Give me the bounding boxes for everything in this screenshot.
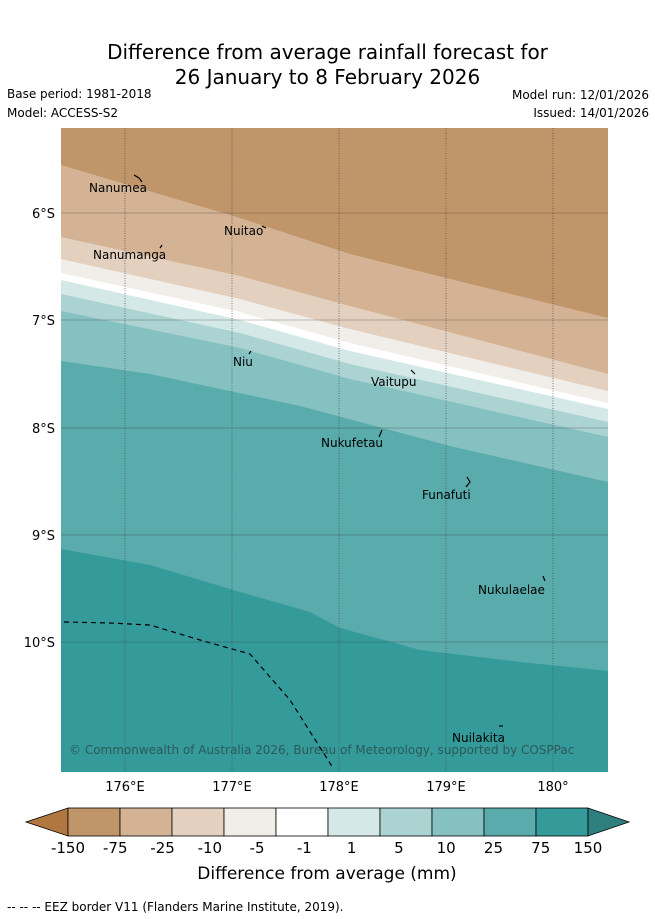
- colorbar-tick-labels: -150 -75 -25 -10 -5 -1 1 5 10 25 75 150: [51, 839, 602, 857]
- model-name: Model: ACCESS-S2: [7, 106, 119, 120]
- label-nuilakita: Nuilakita: [452, 731, 505, 745]
- colorbar-swatch: [379, 807, 433, 837]
- colorbar-tick-label: -5: [250, 839, 265, 857]
- colorbar-tick-label: -150: [51, 839, 85, 857]
- issued-date: Issued: 14/01/2026: [533, 106, 649, 120]
- island-nanumanga: [159, 244, 163, 249]
- label-nukulaelae: Nukulaelae: [478, 583, 545, 597]
- colorbar-swatch: [431, 807, 485, 837]
- lon-label-176: 176°E: [105, 780, 145, 795]
- island-nukulaelae: [542, 575, 546, 582]
- label-nanumanga: Nanumanga: [93, 248, 166, 262]
- eez-legend: -- -- -- EEZ border V11 (Flanders Marine…: [7, 900, 344, 914]
- island-nukufetau: [378, 429, 383, 438]
- colorbar-tick-label: 25: [484, 839, 503, 857]
- colorbar-tick-label: -25: [150, 839, 175, 857]
- colorbar-tick-label: 1: [347, 839, 357, 857]
- parallels: [61, 212, 608, 643]
- colorbar-swatch: [275, 807, 329, 837]
- lat-label-6s: 6°S: [32, 207, 55, 222]
- label-nuitao: Nuitao: [224, 224, 263, 238]
- rainfall-map: Nanumea Nuitao Nanumanga Niu Vaitupu Nuk…: [24, 128, 608, 795]
- island-nuitao: [261, 225, 267, 229]
- island-niu: [248, 350, 252, 355]
- colorbar-extend-low: [24, 807, 69, 837]
- map-title: Difference from average rainfall forecas…: [0, 40, 655, 90]
- copyright-notice: © Commonwealth of Australia 2026, Bureau…: [69, 743, 574, 757]
- colorbar-swatch: [327, 807, 381, 837]
- lon-label-177: 177°E: [212, 780, 252, 795]
- island-funafuti: [465, 476, 471, 488]
- lat-label-8s: 8°S: [32, 422, 55, 437]
- label-niu: Niu: [233, 355, 253, 369]
- rainfall-bands: [61, 128, 608, 772]
- colorbar-swatches: [24, 807, 631, 837]
- model-run: Model run: 12/01/2026: [511, 88, 649, 102]
- label-nukufetau: Nukufetau: [321, 436, 383, 450]
- lat-label-7s: 7°S: [32, 314, 55, 329]
- colorbar-swatch: [535, 807, 589, 837]
- lat-label-9s: 9°S: [32, 529, 55, 544]
- colorbar-tick-label: 150: [574, 839, 603, 857]
- lon-label-178: 178°E: [319, 780, 359, 795]
- colorbar-tick-label: -1: [297, 839, 312, 857]
- colorbar-tick-label: 10: [437, 839, 456, 857]
- colorbar-tick-label: 75: [531, 839, 550, 857]
- island-outlines: [133, 174, 546, 727]
- colorbar-swatch: [483, 807, 537, 837]
- colorbar-swatch: [223, 807, 277, 837]
- lat-label-10s: 10°S: [24, 636, 55, 651]
- island-nanumea: [133, 174, 143, 183]
- label-vaitupu: Vaitupu: [371, 375, 417, 389]
- band-plus-150: [61, 549, 608, 772]
- base-period: Base period: 1981-2018: [7, 87, 152, 101]
- lon-label-179: 179°E: [426, 780, 466, 795]
- place-labels: Nanumea Nuitao Nanumanga Niu Vaitupu Nuk…: [89, 181, 545, 745]
- longitude-labels: 176°E 177°E 178°E 179°E 180°: [105, 780, 568, 795]
- title-line-2: 26 January to 8 February 2026: [174, 65, 481, 89]
- latitude-labels: 6°S 7°S 8°S 9°S 10°S: [24, 207, 55, 651]
- colorbar-extend-high: [587, 807, 631, 837]
- lon-label-180: 180°: [537, 780, 568, 795]
- colorbar-swatch: [119, 807, 173, 837]
- island-vaitupu: [410, 369, 416, 375]
- colorbar-swatch: [171, 807, 225, 837]
- colorbar-axis-label: Difference from average (mm): [197, 864, 456, 884]
- eez-border: [63, 621, 334, 769]
- label-funafuti: Funafuti: [422, 488, 471, 502]
- colorbar: -150 -75 -25 -10 -5 -1 1 5 10 25 75 150 Difference …: [7, 807, 631, 914]
- label-nanumea: Nanumea: [89, 181, 147, 195]
- colorbar-swatch: [67, 807, 121, 837]
- title-line-1: Difference from average rainfall forecas…: [107, 40, 548, 64]
- colorbar-tick-label: 5: [394, 839, 404, 857]
- colorbar-tick-label: -10: [198, 839, 223, 857]
- colorbar-tick-label: -75: [103, 839, 128, 857]
